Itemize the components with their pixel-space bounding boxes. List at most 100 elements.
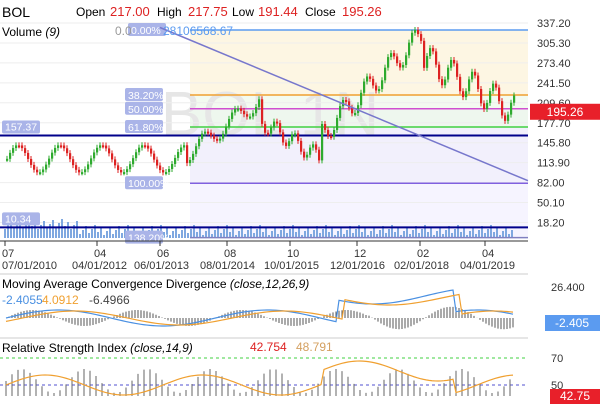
volume-bar bbox=[94, 225, 96, 238]
candle-body bbox=[492, 83, 495, 92]
candle-body bbox=[186, 145, 189, 164]
volume-bar bbox=[7, 225, 9, 238]
volume-bar bbox=[499, 235, 501, 238]
candle-body bbox=[357, 105, 360, 114]
volume-bar bbox=[490, 225, 492, 238]
volume-bar bbox=[211, 234, 213, 238]
candle-body bbox=[303, 151, 306, 158]
symbol-label: BOL bbox=[2, 4, 31, 20]
volume-bar bbox=[241, 227, 243, 238]
candle-body bbox=[39, 172, 42, 175]
candle-body bbox=[510, 102, 513, 115]
candle-body bbox=[96, 147, 99, 153]
candle-body bbox=[345, 99, 348, 102]
h-line-label: 157.37 bbox=[5, 121, 37, 133]
candle-body bbox=[324, 123, 327, 130]
volume-bar bbox=[316, 226, 318, 238]
x-tick-month: 06 bbox=[157, 248, 169, 260]
price-tick: 82.00 bbox=[537, 178, 565, 190]
candle-body bbox=[360, 92, 363, 106]
volume-bar bbox=[265, 228, 267, 238]
candle-body bbox=[75, 165, 78, 170]
candle-body bbox=[66, 148, 69, 154]
volume-bar bbox=[472, 227, 474, 238]
candle-body bbox=[231, 112, 234, 119]
price-badge-bg bbox=[530, 103, 600, 120]
candle-body bbox=[420, 34, 423, 41]
candle-body bbox=[99, 145, 102, 148]
candle-body bbox=[15, 145, 18, 149]
price-tick: 337.20 bbox=[537, 18, 571, 30]
volume-bar bbox=[121, 233, 123, 238]
volume-bar bbox=[433, 235, 435, 238]
volume-bar bbox=[16, 224, 18, 238]
fib-label: 100.00% bbox=[128, 178, 169, 190]
volume-bar bbox=[238, 231, 240, 238]
volume-bar bbox=[403, 231, 405, 238]
candle-body bbox=[90, 158, 93, 165]
macd-title: Moving Average Convergence Divergence bbox=[2, 277, 227, 291]
watermark: BOL 1N bbox=[161, 80, 379, 149]
candle-body bbox=[48, 158, 51, 165]
rsi-label: Relative Strength Index (close,14,9) bbox=[2, 341, 193, 355]
volume-bar bbox=[352, 233, 354, 238]
candle-body bbox=[384, 67, 387, 81]
price-tick: 113.90 bbox=[537, 158, 570, 170]
rsi-axis-70: 70 bbox=[551, 353, 563, 365]
volume-bar bbox=[31, 226, 33, 238]
candle-body bbox=[228, 118, 231, 127]
volume-bar bbox=[187, 233, 189, 238]
candle-body bbox=[198, 138, 201, 147]
candle-body bbox=[213, 135, 216, 139]
volume-bar bbox=[487, 229, 489, 238]
candle-body bbox=[156, 159, 159, 166]
candlesticks bbox=[6, 26, 516, 176]
candle-body bbox=[117, 165, 120, 170]
volume-bar bbox=[463, 228, 465, 238]
trend-line[interactable] bbox=[159, 26, 529, 182]
volume-bar bbox=[277, 234, 279, 238]
candle-body bbox=[405, 55, 408, 65]
candle-body bbox=[243, 110, 246, 115]
candle-body bbox=[153, 153, 156, 160]
x-tick-month: 04 bbox=[94, 248, 106, 260]
rsi-value-2: 48.791 bbox=[296, 340, 333, 354]
candle-body bbox=[435, 51, 438, 65]
volume-bar bbox=[337, 231, 339, 238]
price-tick: 273.40 bbox=[537, 58, 571, 70]
candle-body bbox=[312, 144, 315, 148]
volume-bar bbox=[70, 229, 72, 238]
rsi-badge: 42.75 bbox=[560, 389, 590, 403]
candle-body bbox=[438, 64, 441, 80]
candle-body bbox=[330, 136, 333, 139]
volume-bar bbox=[454, 229, 456, 238]
price-tick: 177.70 bbox=[537, 118, 571, 130]
volume-value-a: 0.0 bbox=[115, 24, 132, 38]
candle-body bbox=[60, 145, 63, 148]
candle-body bbox=[321, 123, 324, 161]
candle-body bbox=[507, 114, 510, 121]
volume-title: Volume bbox=[2, 25, 43, 39]
volume-bar bbox=[304, 231, 306, 238]
candle-body bbox=[408, 42, 411, 56]
volume-bar bbox=[445, 230, 447, 238]
volume-bar bbox=[286, 233, 288, 238]
volume-bar bbox=[112, 234, 114, 238]
volume-param: (9) bbox=[45, 25, 61, 39]
h-line-label-bg bbox=[2, 212, 40, 226]
candle-body bbox=[423, 40, 426, 68]
volume-bar bbox=[40, 225, 42, 238]
macd-badge: -2.405 bbox=[555, 316, 589, 330]
candle-body bbox=[498, 87, 501, 102]
volume-bar bbox=[28, 219, 30, 238]
volume-bar bbox=[355, 229, 357, 238]
volume-bar bbox=[481, 226, 483, 238]
value-badges: 195.26 -2.405 42.75 bbox=[530, 103, 600, 404]
volume-bar bbox=[283, 226, 285, 238]
macd-panel: 26.400 bbox=[0, 273, 585, 330]
fib-label-bg bbox=[128, 23, 166, 37]
volume-bar bbox=[349, 226, 351, 238]
candle-body bbox=[183, 145, 186, 148]
